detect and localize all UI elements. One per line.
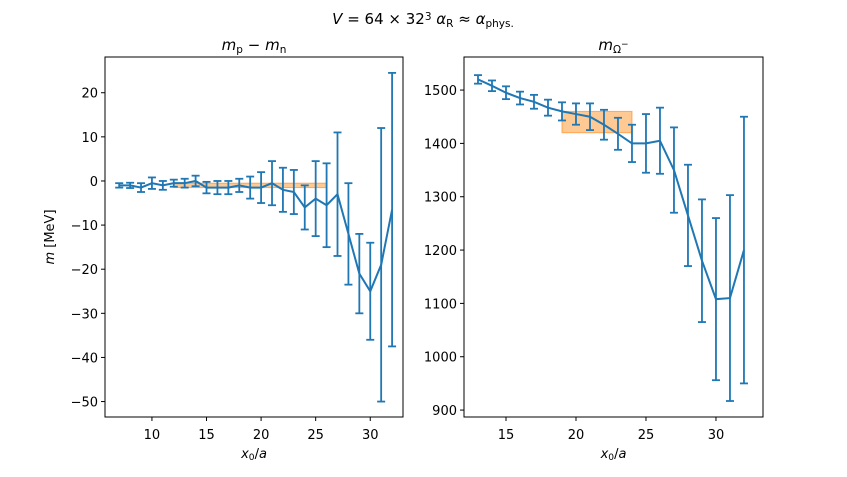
- x-tick-label: 10: [144, 428, 161, 443]
- text-part: a: [259, 447, 267, 462]
- x-tick-label: 30: [708, 428, 725, 443]
- axes-title: mp − mn: [222, 36, 287, 56]
- error-bar: [739, 115, 748, 385]
- text-part: a: [618, 447, 626, 462]
- x-tick-label: 15: [198, 428, 215, 443]
- y-tick-label: −30: [71, 307, 98, 322]
- text-part: m: [265, 36, 280, 54]
- y-tick-label: 1300: [424, 191, 457, 206]
- y-tick-label: 900: [432, 404, 457, 419]
- y-tick-label: 1200: [424, 244, 457, 259]
- text-part: 3: [425, 11, 432, 23]
- axes-frame: [104, 56, 404, 418]
- text-part: phys.: [485, 18, 513, 30]
- x-tick-label: 20: [253, 428, 270, 443]
- y-tick-label: 0: [90, 175, 98, 190]
- text-part: x: [240, 447, 249, 462]
- x-tick-label: 20: [568, 428, 585, 443]
- text-part: 0: [249, 453, 255, 463]
- y-tick-label: −10: [71, 219, 98, 234]
- text-part: −: [243, 36, 265, 54]
- suptitle: V = 64 × 323 αR ≈ αphys.: [332, 10, 514, 30]
- x-axis-label: x0/a: [600, 447, 627, 463]
- estimate-band: [561, 110, 633, 134]
- text-part: Ω: [613, 44, 621, 56]
- data-line: [477, 78, 745, 301]
- text-part: V: [332, 10, 344, 28]
- axes-title: mΩ−: [598, 36, 628, 56]
- x-axis-label: x0/a: [240, 447, 267, 463]
- text-part: p: [236, 44, 243, 56]
- y-tick-label: 1500: [424, 84, 457, 99]
- x-tick-label: 25: [307, 428, 324, 443]
- text-part: m: [598, 36, 613, 54]
- text-part: x: [600, 447, 609, 462]
- text-part: 0: [608, 453, 614, 463]
- text-part: m: [43, 252, 58, 265]
- text-part: R: [446, 18, 453, 30]
- text-part: [MeV]: [43, 209, 58, 251]
- text-part: n: [280, 44, 287, 56]
- y-tick-label: −20: [71, 263, 98, 278]
- y-tick-label: −40: [71, 351, 98, 366]
- x-tick-label: 15: [498, 428, 515, 443]
- text-part: −: [621, 40, 629, 50]
- data-line: [119, 179, 394, 294]
- text-part: /: [614, 447, 619, 462]
- text-part: /: [255, 447, 260, 462]
- text-part: m: [222, 36, 237, 54]
- x-tick-label: 30: [362, 428, 379, 443]
- y-axis-label: m [MeV]: [43, 209, 58, 264]
- error-bar: [473, 74, 482, 85]
- x-tick-label: 25: [638, 428, 655, 443]
- text-part: = 64 × 32: [342, 10, 424, 28]
- axes-frame: [463, 56, 764, 418]
- text-part: ≈: [453, 10, 475, 28]
- y-tick-label: 10: [81, 131, 98, 146]
- y-tick-label: 1000: [424, 351, 457, 366]
- y-tick-label: 20: [81, 87, 98, 102]
- y-tick-label: −50: [71, 396, 98, 411]
- text-part: α: [476, 10, 486, 28]
- y-tick-label: 1100: [424, 297, 457, 312]
- text-part: α: [432, 10, 447, 28]
- y-tick-label: 1400: [424, 137, 457, 152]
